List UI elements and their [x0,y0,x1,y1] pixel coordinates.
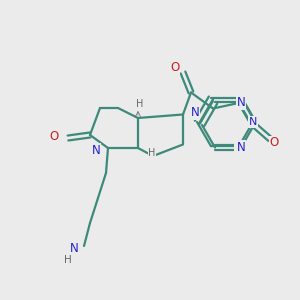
Text: H: H [136,99,144,109]
Text: N: N [237,96,245,109]
Text: H: H [64,255,72,265]
Text: N: N [92,143,100,157]
Text: O: O [50,130,58,142]
Text: O: O [269,136,279,149]
Text: O: O [170,61,180,74]
Text: H: H [148,148,156,158]
Text: N: N [70,242,78,254]
Text: N: N [249,117,257,127]
Text: N: N [237,141,245,154]
Text: N: N [190,106,200,119]
Text: N: N [235,141,243,151]
